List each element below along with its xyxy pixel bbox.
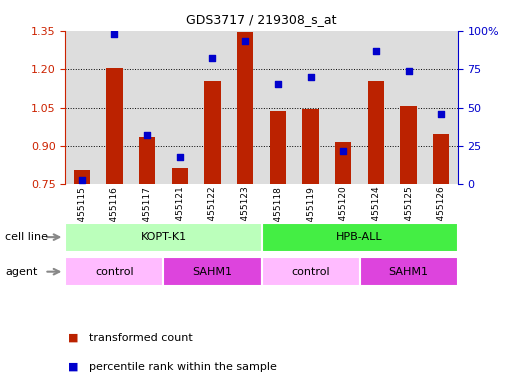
Bar <box>401 106 417 184</box>
Text: percentile rank within the sample: percentile rank within the sample <box>89 362 277 372</box>
Bar <box>270 111 286 184</box>
Point <box>339 147 347 154</box>
Bar <box>335 142 351 184</box>
Bar <box>65 257 163 286</box>
Text: transformed count: transformed count <box>89 333 192 343</box>
Text: cell line: cell line <box>5 232 48 242</box>
Point <box>176 154 184 160</box>
Bar <box>360 257 458 286</box>
Point <box>372 48 380 54</box>
Bar <box>237 32 253 184</box>
Text: agent: agent <box>5 266 38 277</box>
Point <box>208 55 217 61</box>
Point <box>143 132 151 138</box>
Point <box>306 74 315 80</box>
Text: HPB-ALL: HPB-ALL <box>336 232 383 242</box>
Bar <box>65 223 262 252</box>
Text: KOPT-K1: KOPT-K1 <box>140 232 187 242</box>
Bar <box>139 137 155 184</box>
Bar <box>433 134 449 184</box>
Point <box>241 38 249 45</box>
Text: control: control <box>291 266 330 277</box>
Bar <box>262 223 458 252</box>
Point <box>110 31 119 37</box>
Point <box>274 81 282 88</box>
Bar <box>204 81 221 184</box>
Bar <box>172 168 188 184</box>
Bar <box>74 170 90 184</box>
Bar <box>163 257 262 286</box>
Point <box>437 111 446 117</box>
Point <box>77 177 86 183</box>
Bar <box>106 68 122 184</box>
Text: ■: ■ <box>68 333 78 343</box>
Text: SAHM1: SAHM1 <box>389 266 428 277</box>
Text: control: control <box>95 266 134 277</box>
Bar <box>368 81 384 184</box>
Bar <box>302 109 319 184</box>
Bar <box>262 257 360 286</box>
Text: ■: ■ <box>68 362 78 372</box>
Text: GDS3717 / 219308_s_at: GDS3717 / 219308_s_at <box>186 13 337 26</box>
Point <box>404 68 413 74</box>
Text: SAHM1: SAHM1 <box>192 266 232 277</box>
